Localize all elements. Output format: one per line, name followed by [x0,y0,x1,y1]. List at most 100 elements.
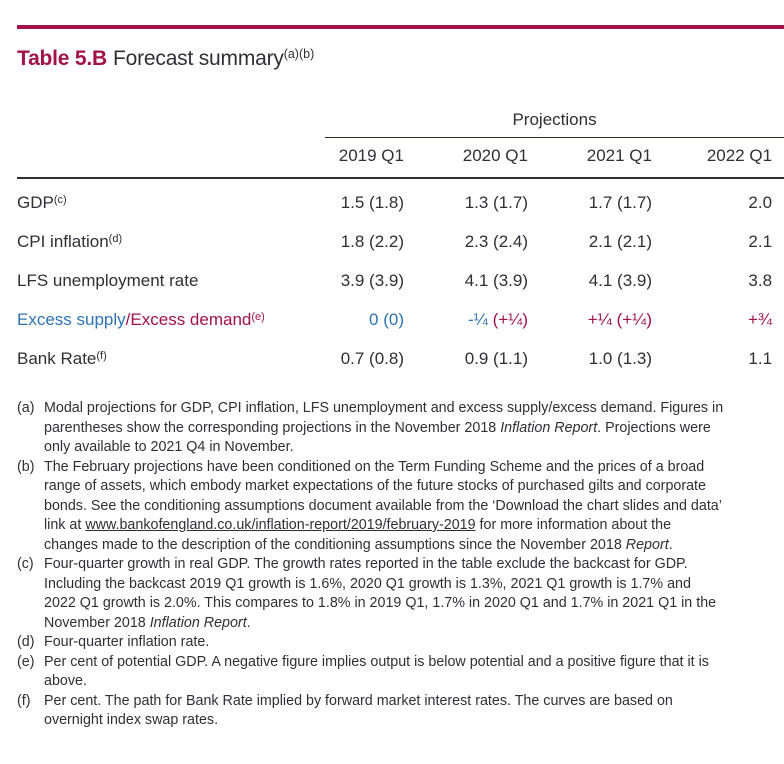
text-segment: bonds. See the conditioning assumptions … [44,497,722,514]
footnote-line: Per cent. The path for Bank Rate implied… [44,692,784,712]
table-row: CPI inflation(d) 1.8 (2.2) 2.3 (2.4) 2.1 (2… [17,222,784,261]
row-label: Excess supply/Excess demand(e) [17,300,288,339]
projections-underline: Projections [325,110,784,138]
text-segment: Per cent. The path for Bank Rate implied… [44,692,673,709]
column-header-row: 2019 Q1 2020 Q1 2021 Q1 2022 Q1 [17,138,784,179]
footnote-line: The February projections have been condi… [44,458,784,478]
column-header: 2022 Q1 [660,138,784,179]
text-segment: 1.0 (1.3) [588,348,652,368]
text-segment: +¾ [747,309,773,329]
text-segment: -¼ [468,309,493,329]
footnote-label: (b) [17,458,35,475]
footnote-text: Per cent of potential GDP. A negative fi… [44,653,784,692]
footnote-text: Per cent. The path for Bank Rate implied… [44,692,784,731]
row-label-header-cell [17,138,288,179]
value-cell: 2.3 (2.4) [412,222,536,261]
footnote-text: Modal projections for GDP, CPI inflation… [44,399,784,458]
value-cell: 3.8 [660,261,784,300]
page: Table 5.B Forecast summary(a)(b) Projecti… [0,25,784,764]
value-cell: -¼ (+¼) [412,300,536,339]
footnote-line: above. [44,672,784,692]
footnote-line: parentheses show the corresponding proje… [44,419,784,439]
text-segment: 2.1 (2.1) [588,231,652,251]
footnote-line: November 2018 Inflation Report. [44,614,784,634]
footnote-line: bonds. See the conditioning assumptions … [44,497,784,517]
value-cell: 1.1 [660,339,784,378]
footnote-text: The February projections have been condi… [44,458,784,556]
text-segment: Per cent of potential GDP. A negative fi… [44,653,709,670]
table-title: Table 5.B Forecast summary(a)(b) [17,42,784,71]
text-segment: 3.8 [748,270,773,290]
footnote-label: (d) [17,634,35,650]
value-cell: +¾ [660,300,784,339]
value-cell: 4.1 (3.9) [536,261,660,300]
column-header: 2020 Q1 [412,138,536,179]
projections-group-cell: Projections [288,110,784,138]
footnote: (d) Four-quarter inflation rate. [17,633,784,653]
footnote-label: (a) [17,400,35,416]
text-segment: November 2018 [44,614,150,631]
text-segment: 1.7 (1.7) [588,193,652,212]
text-segment: for more information about the [475,517,672,533]
footnote-line: 2022 Q1 growth is 2.0%. This compares to… [44,594,784,614]
footnote-line: changes made to the description of the c… [44,536,784,556]
footnotes: (a) Modal projections for GDP, CPI inflat… [17,399,784,731]
text-segment: only available to 2021 Q4 in November. [44,439,294,455]
row-label: CPI inflation(d) [17,222,288,261]
value-cell: 1.7 (1.7) [536,178,660,222]
footnote-line: range of assets, which embody market exp… [44,477,784,497]
footnote-label: (c) [17,556,34,572]
footnote: (b) The February projections have been co… [17,458,784,556]
text-segment: 4.1 (3.9) [464,270,528,290]
top-rule [17,25,784,29]
row-label: LFS unemployment rate [17,261,288,300]
text-segment: Bank Rate [17,348,97,368]
footnote-line: link at www.bankofengland.co.uk/inflatio… [44,516,784,536]
value-cell: 2.0 [660,178,784,222]
footnote-text: Four-quarter inflation rate. [44,633,784,653]
footnote-label: (f) [17,692,31,709]
text-segment: changes made to the description of the c… [44,536,626,553]
text-segment: . Projections were [597,419,711,436]
table-row: Bank Rate(f) 0.7 (0.8) 0.9 (1.1) 1.0 (1.3) 1… [17,339,784,378]
text-segment: Excess demand [130,309,252,329]
row-label: Bank Rate(f) [17,339,288,378]
footnote-line: Including the backcast 2019 Q1 growth is… [44,575,784,595]
value-cell: 4.1 (3.9) [412,261,536,300]
footnote-ref: (e) [251,310,265,323]
footnote-line: Per cent of potential GDP. A negative fi… [44,653,784,673]
text-segment: Excess supply [17,309,126,329]
value-cell: 1.5 (1.8) [288,178,412,222]
text-segment: . [246,614,251,631]
text-segment: range of assets, which embody market exp… [44,478,706,494]
text-segment: overnight index swap rates. [44,712,219,728]
value-cell: 0.9 (1.1) [412,339,536,378]
text-segment: Including the backcast 2019 Q1 growth is… [44,575,691,592]
text-segment: above. [44,673,87,689]
text-segment: Report [625,536,669,553]
text-segment: 2.0 [748,193,773,212]
text-segment: 2.3 (2.4) [464,231,528,251]
footnote: (a) Modal projections for GDP, CPI inflat… [17,399,784,458]
footnote-line: only available to 2021 Q4 in November. [44,438,784,458]
text-segment: 0 (0) [369,309,404,329]
title-footnote-refs: (a)(b) [283,47,315,61]
text-segment: 1.8 (2.2) [340,231,404,251]
text-segment: 0.7 (0.8) [340,348,404,368]
table-number-label: Table 5.B [17,47,108,70]
footnote-link[interactable]: www.bankofengland.co.uk/inflation-report… [85,517,476,533]
forecast-table: Projections 2019 Q1 2020 Q1 2021 Q1 2022 Q1… [17,110,784,378]
text-segment: 0.9 (1.1) [464,348,528,368]
text-segment: . [668,536,673,553]
group-header-row: Projections [17,110,784,138]
footnote-text: Four-quarter growth in real GDP. The gro… [44,555,784,633]
text-segment: parentheses show the corresponding proje… [44,419,501,436]
value-cell: 2.1 [660,222,784,261]
footnote-ref: (d) [108,232,123,245]
text-segment: +¼ (+¼) [587,309,652,329]
footnote: (f) Per cent. The path for Bank Rate impl… [17,692,784,731]
text-segment: GDP [17,193,54,212]
text-segment: 1.3 (1.7) [464,193,528,212]
value-cell: 3.9 (3.9) [288,261,412,300]
table-row: GDP(c) 1.5 (1.8) 1.3 (1.7) 1.7 (1.7) 2.0 [17,178,784,222]
